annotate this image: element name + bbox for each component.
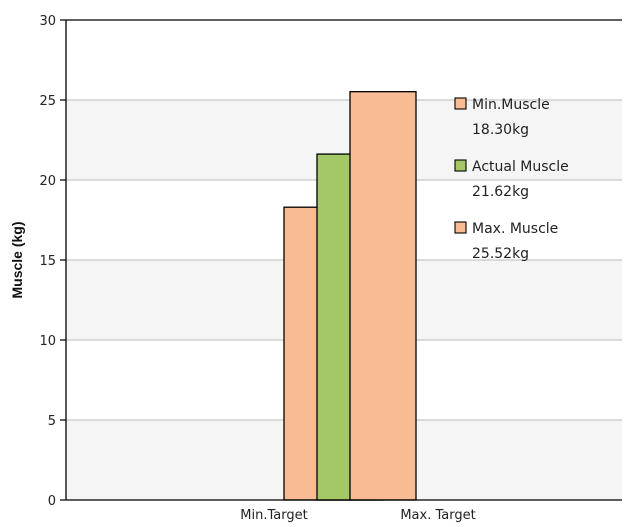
legend-swatch [454, 159, 467, 172]
y-tick-label: 20 [39, 174, 56, 189]
x-categories: Min.Target Max. Target [240, 508, 475, 523]
x-category-label: Max. Target [400, 508, 475, 523]
legend-label: Max. Muscle [472, 221, 558, 237]
legend-swatch [454, 221, 467, 234]
x-category-label: Min.Target [240, 508, 307, 523]
legend-value: 25.52kg [472, 246, 529, 262]
y-tick-label: 30 [39, 14, 56, 29]
y-ticks: 0 5 10 15 20 25 30 [39, 14, 66, 509]
bar-max-muscle [349, 91, 417, 501]
grid-band [66, 20, 622, 100]
legend-value: 18.30kg [472, 122, 529, 138]
legend-label: Actual Muscle [472, 159, 569, 175]
y-tick-label: 10 [39, 334, 56, 349]
legend-label: Min.Muscle [472, 97, 550, 113]
y-tick-label: 15 [39, 254, 56, 269]
y-tick-label: 0 [48, 494, 56, 509]
y-axis-label: Muscle (kg) [9, 221, 25, 298]
y-tick-label: 25 [39, 94, 56, 109]
y-tick-label: 5 [48, 414, 56, 429]
legend: Min.Muscle 18.30kg Actual Muscle 21.62kg Max… [454, 97, 569, 262]
bars [283, 91, 417, 501]
legend-swatch [454, 97, 467, 110]
legend-value: 21.62kg [472, 184, 529, 200]
